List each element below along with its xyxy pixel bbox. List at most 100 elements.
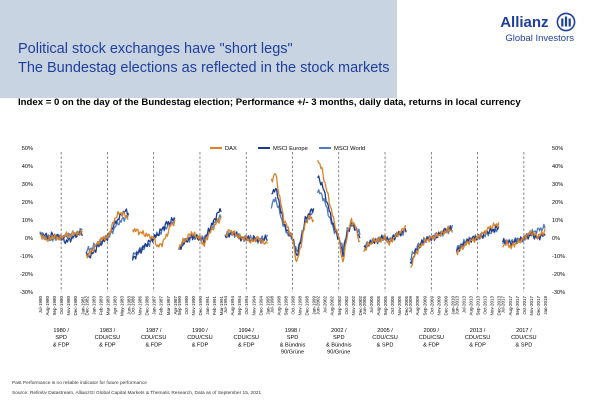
x-tick-label: Nov-2002 xyxy=(351,296,356,316)
y-tick-label: 0% xyxy=(552,236,560,242)
election-label: & FDP xyxy=(145,342,162,348)
x-tick-label: Jul-1980 xyxy=(38,296,43,314)
y-tick-label: 20% xyxy=(22,200,33,206)
x-tick-label: Apr-1987 xyxy=(173,296,178,315)
election-label: & SPD xyxy=(515,342,532,348)
y-tick-label: 0% xyxy=(25,236,33,242)
x-tick-label: Oct-2013 xyxy=(483,296,488,315)
x-tick-label: Sep-1994 xyxy=(237,296,242,316)
x-tick-label: Sep-2009 xyxy=(422,296,427,316)
x-tick-label: Sep-1998 xyxy=(283,296,288,316)
x-tick-label: Jan-2018 xyxy=(543,296,548,315)
x-tick-label: Dec-1998 xyxy=(305,296,310,316)
x-tick-label: Jan-1983 xyxy=(91,296,96,315)
x-tick-label: Nov-1980 xyxy=(66,296,71,316)
x-tick-label: Sep-2002 xyxy=(337,296,342,316)
election-label: CDU/CSU xyxy=(511,335,536,341)
y-axis-right: 50% 40% 30% 20% 10% 0% -10% -20% -30% xyxy=(552,146,565,296)
x-tick-label: Aug-2005 xyxy=(376,296,381,316)
election-label: & Bündnis xyxy=(280,342,306,348)
x-tick-label: Aug-2002 xyxy=(330,296,335,316)
election-label: CDU/CSU xyxy=(233,335,258,341)
dax-line xyxy=(178,216,222,250)
dax-line xyxy=(131,219,176,248)
x-tick-label: Oct-2009 xyxy=(429,296,434,315)
x-tick-label: Jul-2017 xyxy=(501,296,506,314)
dax-line xyxy=(455,222,500,256)
election-label: 90/Grüne xyxy=(281,350,304,356)
x-tick-label: Dec-1986 xyxy=(145,296,150,316)
legend-label: MSCI Europe xyxy=(273,146,308,152)
dax-line xyxy=(224,229,268,245)
x-tick-label: Nov-1994 xyxy=(251,296,256,316)
election-label: & SPD xyxy=(377,342,394,348)
x-tick-label: Nov-2009 xyxy=(436,296,441,316)
election-label: CDU/CSU xyxy=(187,335,212,341)
election-label: 2005 / xyxy=(377,328,393,334)
x-tick-label: Sep-1980 xyxy=(52,296,57,316)
y-tick-label: 30% xyxy=(552,182,563,188)
election-label: CDU/CSU xyxy=(372,335,397,341)
election-performance-chart: DAX MSCI Europe MSCI World 50% 40% 30% 20% 10%… xyxy=(20,146,565,356)
x-tick-label: Mar-1987 xyxy=(166,296,171,316)
y-tick-label: 40% xyxy=(22,164,33,170)
election-label: 2013 / xyxy=(470,328,486,334)
x-tick-label: Jan-1999 xyxy=(312,296,317,315)
dax-line xyxy=(502,228,546,250)
dax-line xyxy=(85,210,129,259)
x-tick-label: Dec-2017 xyxy=(536,296,541,316)
election-label: & Bündnis xyxy=(326,342,352,348)
x-tick-label: Dec-1994 xyxy=(258,296,263,316)
footnote-disclaimer: Past Performance is no reliable indicato… xyxy=(12,381,147,386)
x-tick-label: Oct-1994 xyxy=(244,296,249,315)
x-tick-label: Feb-1987 xyxy=(159,296,164,316)
logo-wordmark: Allianz xyxy=(500,13,549,31)
y-tick-label: 50% xyxy=(552,146,563,152)
x-tick-label: Feb-1991 xyxy=(212,296,217,316)
x-tick-label: Aug-1994 xyxy=(230,296,235,316)
y-tick-label: 30% xyxy=(22,182,33,188)
x-tick-label: Oct-1986 xyxy=(131,296,136,315)
x-tick-label: Dec-1990 xyxy=(198,296,203,316)
x-tick-label: Oct-1998 xyxy=(291,296,296,315)
x-tick-label: Jun-2013 xyxy=(454,296,459,315)
x-tick-label: Jul-1998 xyxy=(269,296,274,314)
election-markers xyxy=(60,152,525,292)
x-tick-label: Dec-2002 xyxy=(358,296,363,316)
election-label: 1980 / xyxy=(53,328,69,334)
chart-subtitle: Index = 0 on the day of the Bundestag el… xyxy=(18,97,521,108)
x-tick-label: Jun-2002 xyxy=(316,296,321,315)
msci-europe-line xyxy=(39,230,83,245)
x-tick-label: Jan-1995 xyxy=(265,296,270,315)
x-tick-label: Jul-1994 xyxy=(223,296,228,314)
x-tick-label: Dec-2009 xyxy=(443,296,448,316)
election-label: CDU/CSU xyxy=(465,335,490,341)
x-tick-label: Oct-1980 xyxy=(59,296,64,315)
dax-line xyxy=(363,224,407,253)
y-tick-label: -10% xyxy=(20,254,33,260)
x-tick-label: Oct-2017 xyxy=(522,296,527,315)
y-tick-label: 50% xyxy=(22,146,33,152)
x-tick-label: Nov-1990 xyxy=(191,296,196,316)
x-tick-label: Oct-2005 xyxy=(390,296,395,315)
election-label: 1983 / xyxy=(100,328,116,334)
x-tick-label: Jan-2010 xyxy=(450,296,455,315)
x-tick-label: Apr-1983 xyxy=(112,296,117,315)
y-tick-label: 20% xyxy=(552,200,563,206)
election-label: & FDP xyxy=(423,342,440,348)
dax-line xyxy=(317,160,361,263)
x-tick-label: Aug-1998 xyxy=(276,296,281,316)
election-label: CDU/CSU xyxy=(419,335,444,341)
x-tick-label: Jan-1981 xyxy=(80,296,85,315)
x-tick-label: Sep-1990 xyxy=(177,296,182,316)
election-label: & FDP xyxy=(192,342,209,348)
x-tick-label: Nov-1998 xyxy=(298,296,303,316)
x-tick-label: Oct-2002 xyxy=(344,296,349,315)
x-tick-label: Dec-2005 xyxy=(404,296,409,316)
election-label: 2017 / xyxy=(516,328,532,334)
election-label: & FDP xyxy=(469,342,486,348)
x-tick-label: Feb-1983 xyxy=(98,296,103,316)
election-label: 2002 / xyxy=(331,328,347,334)
x-tick-label: May-1983 xyxy=(120,296,125,317)
